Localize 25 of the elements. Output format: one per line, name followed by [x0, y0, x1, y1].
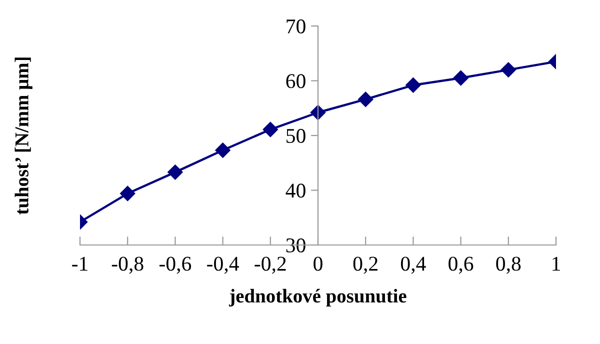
x-tick-label: 0 [314, 256, 322, 271]
y-tick-label: 50 [286, 128, 306, 143]
point [168, 164, 183, 180]
y-tick-label: 70 [286, 19, 306, 34]
x-tick-label: 0,6 [448, 256, 474, 274]
point [406, 78, 421, 93]
point [262, 122, 278, 138]
y-tick-label: 60 [286, 74, 306, 88]
x-tick-label: -0,6 [159, 256, 192, 274]
y-axis-title: tuhost’ [N/mm μm] [14, 58, 32, 215]
point [358, 92, 374, 107]
x-tick-label: -1 [72, 256, 88, 271]
point [215, 142, 230, 158]
x-tick-label: 0,4 [400, 256, 426, 274]
y-tick-label: 40 [286, 184, 306, 198]
x-tick-label: -0,4 [207, 256, 239, 274]
point [453, 70, 468, 86]
point [500, 62, 516, 78]
x-tick-label: -0,8 [112, 256, 144, 274]
x-tick-label: 1 [552, 256, 560, 271]
x-tick-label: 0,8 [496, 256, 521, 274]
x-tick-label: -0,2 [254, 256, 286, 274]
point [120, 186, 136, 202]
x-tick-label: 0,2 [353, 256, 378, 274]
x-axis-title: jednotkové posunutie [228, 288, 406, 307]
